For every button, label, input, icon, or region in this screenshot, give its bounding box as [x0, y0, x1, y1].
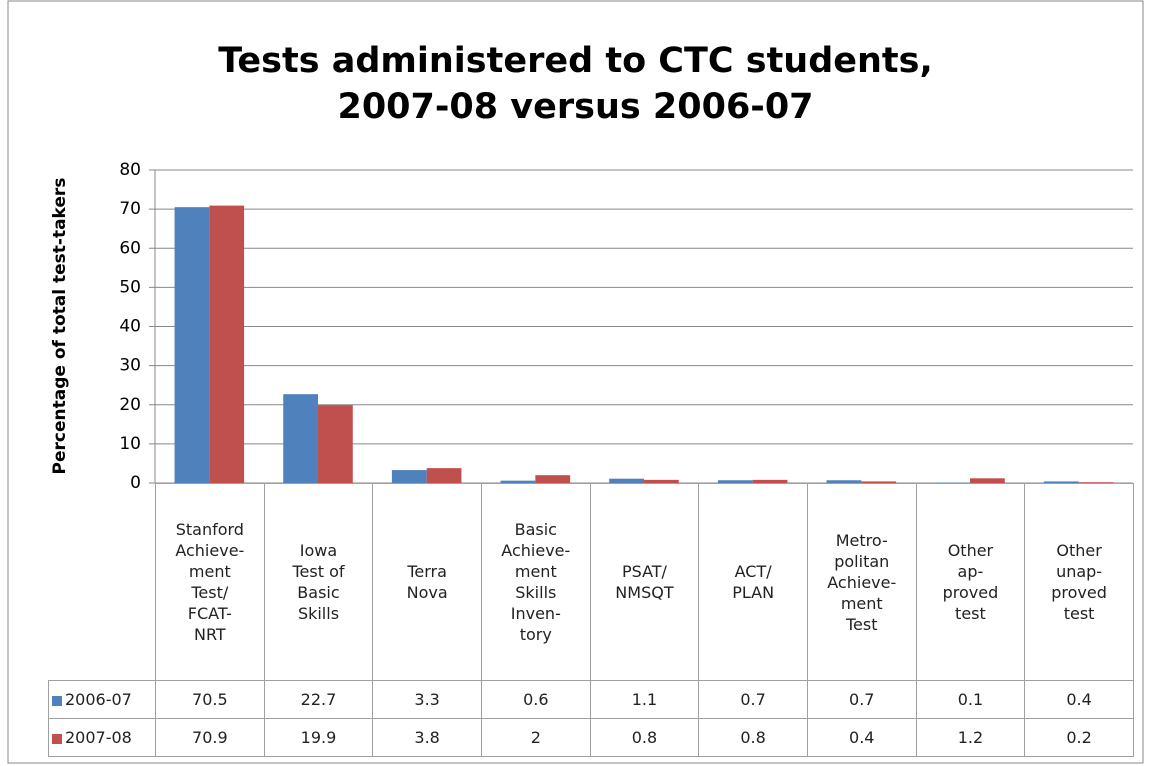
bar — [535, 475, 571, 483]
legend-key — [52, 733, 62, 744]
bar — [861, 481, 897, 483]
bar — [1078, 482, 1114, 483]
bar — [826, 480, 862, 483]
data-label: 1.2 — [915, 718, 1026, 757]
legend-entry: 2007-08 — [48, 718, 156, 757]
data-label: 3.8 — [372, 718, 482, 757]
data-label: 0.6 — [480, 680, 591, 719]
data-label: 0.7 — [806, 680, 917, 719]
bar — [318, 405, 353, 483]
data-table: Stanford Achieve- ment Test/ FCAT- NRT Io… — [48, 483, 1134, 757]
data-label: 3.3 — [372, 680, 482, 719]
y-tick-label: 70 — [119, 199, 141, 219]
x-tick-label: Other unap- proved test — [1024, 483, 1134, 681]
legend-key — [52, 695, 62, 706]
bar — [1043, 481, 1079, 483]
bar — [644, 479, 679, 483]
table-corner — [48, 483, 156, 681]
bar — [426, 468, 462, 483]
x-tick-label: Stanford Achieve- ment Test/ FCAT- NRT — [155, 483, 265, 681]
y-tick-label: 50 — [119, 277, 141, 297]
legend-entry: 2006-07 — [48, 680, 156, 719]
y-tick-label: 30 — [119, 356, 141, 376]
bar — [752, 479, 788, 483]
y-tick-label: 10 — [119, 434, 141, 454]
x-tick-label: Terra Nova — [372, 483, 482, 681]
legend-label: 2007-08 — [65, 728, 132, 747]
x-tick-label: Basic Achieve- ment Skills Inven- tory — [480, 483, 591, 681]
y-tick-label: 0 — [130, 473, 141, 493]
bar — [283, 394, 318, 483]
x-tick-label: ACT/ PLAN — [698, 483, 808, 681]
data-label: 0.7 — [698, 680, 808, 719]
data-label: 2 — [480, 718, 591, 757]
data-label: 0.4 — [1024, 680, 1134, 719]
y-tick-label: 60 — [119, 238, 141, 258]
chart-title: Tests administered to CTC students, 2007… — [218, 41, 933, 127]
data-label: 0.4 — [806, 718, 917, 757]
y-tick-label: 80 — [119, 160, 141, 180]
data-label: 70.9 — [155, 718, 265, 757]
bar — [717, 480, 753, 483]
x-tick-label: Other ap- proved test — [915, 483, 1026, 681]
data-label: 22.7 — [263, 680, 374, 719]
bar — [391, 470, 427, 483]
bar — [970, 478, 1005, 483]
bar — [500, 480, 536, 483]
data-label: 19.9 — [263, 718, 374, 757]
chart-border — [7, 0, 1144, 764]
table-header-row: Stanford Achieve- ment Test/ FCAT- NRT Io… — [48, 483, 1134, 681]
table-row: 2007-08 70.9 19.9 3.8 2 0.8 0.8 0.4 1.2 0.2 — [48, 718, 1134, 757]
table-row: 2006-07 70.5 22.7 3.3 0.6 1.1 0.7 0.7 0.1 0.4 — [48, 680, 1134, 719]
bar — [609, 478, 644, 483]
bar — [174, 207, 210, 483]
bar — [209, 205, 245, 483]
legend-label: 2006-07 — [65, 690, 132, 709]
x-tick-label: PSAT/ NMSQT — [589, 483, 700, 681]
y-tick-label: 20 — [119, 395, 141, 415]
data-label: 0.8 — [698, 718, 808, 757]
x-tick-label: Iowa Test of Basic Skills — [263, 483, 374, 681]
data-label: 1.1 — [589, 680, 700, 719]
data-label: 0.2 — [1024, 718, 1134, 757]
y-axis-label: Percentage of total test-takers — [50, 178, 70, 475]
data-label: 0.8 — [589, 718, 700, 757]
y-tick-label: 40 — [119, 317, 141, 337]
x-tick-label: Metro- politan Achieve- ment Test — [806, 483, 917, 681]
data-label: 0.1 — [915, 680, 1026, 719]
data-label: 70.5 — [155, 680, 265, 719]
